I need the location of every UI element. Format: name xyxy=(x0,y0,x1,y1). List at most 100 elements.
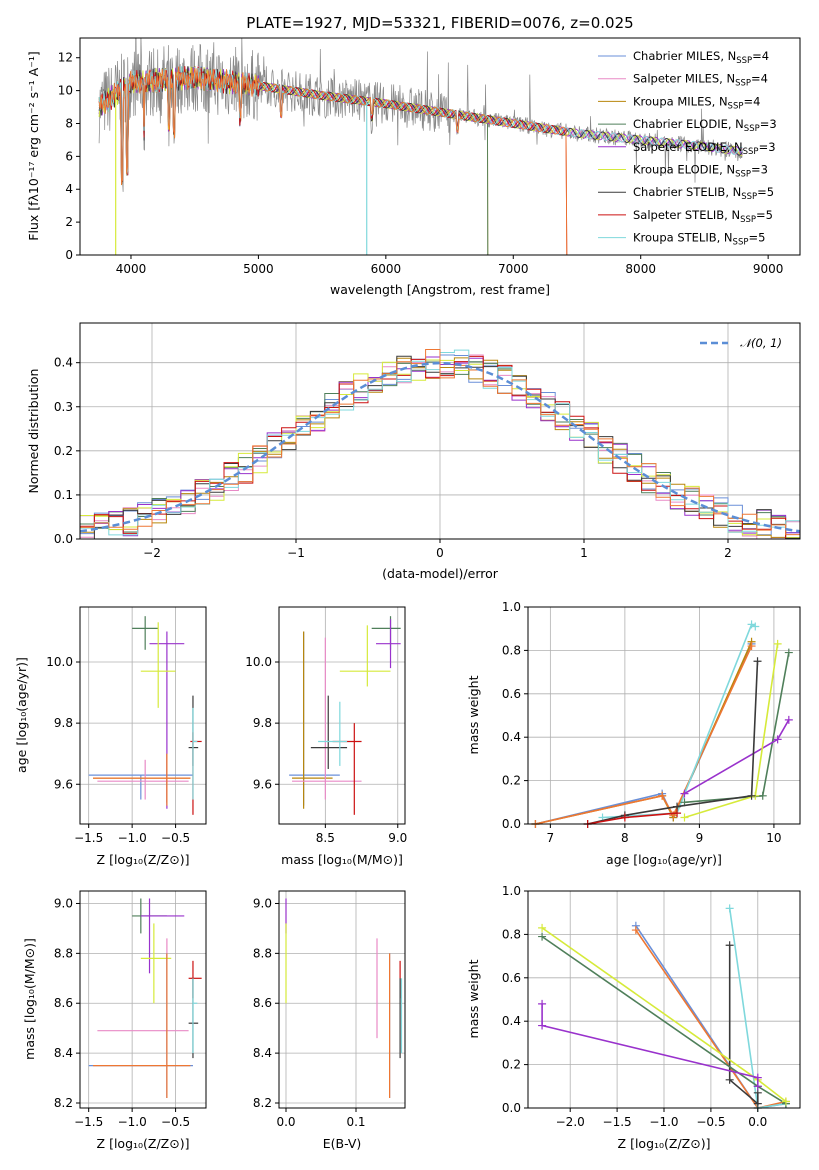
x-tick-label: −1.5 xyxy=(74,1115,103,1129)
x-tick-label: 9 xyxy=(696,831,704,845)
massweight-vs-Z-panel: −2.0 −1.5 −1.0 −0.5 0.0 0.0 0.2 0.4 0.6 0.8 1.0 Z … xyxy=(466,884,801,1151)
residual-histogram-panel: −2 −1 0 1 2 0.0 0.1 0.2 0.3 0.4 (data-model)/erro… xyxy=(26,322,801,581)
mass-weight-marker xyxy=(538,932,547,941)
x-tick-label: −1.0 xyxy=(118,1115,147,1129)
mass-weight-line xyxy=(535,645,753,825)
y-tick-label: 0.0 xyxy=(502,1101,521,1115)
y-tick-label: 10 xyxy=(58,84,73,98)
mass-weight-marker xyxy=(784,648,793,657)
x-tick-label: 0.1 xyxy=(346,1115,365,1129)
x-tick-label: −1.0 xyxy=(118,831,147,845)
mass-weight-marker xyxy=(747,791,756,800)
age-vs-mass-xlabel: mass [log₁₀(M/M⊙)] xyxy=(281,852,403,867)
massweight-vs-age-ylabel: mass weight xyxy=(466,675,481,754)
massweight-vs-Z-xlabel: Z [log₁₀(Z/Z⊙)] xyxy=(618,1136,711,1151)
y-tick-label: 8.4 xyxy=(54,1046,73,1060)
x-tick-label: 7000 xyxy=(498,262,529,276)
x-tick-label: 2 xyxy=(724,546,732,560)
x-tick-label: 7 xyxy=(547,831,555,845)
x-tick-label: −0.5 xyxy=(161,831,190,845)
mass-weight-marker xyxy=(538,1021,547,1030)
panel-grid xyxy=(80,891,206,1108)
legend-entry: Chabrier STELIB, NSSP=5 xyxy=(633,185,774,202)
mass-weight-marker xyxy=(673,809,682,818)
age-vs-Z-frame xyxy=(79,606,207,825)
mass-weight-marker xyxy=(658,791,667,800)
age-vs-Z-panel: −1.5 −1.0 −0.5 9.6 9.8 10.0 Z [log₁₀(Z/Z⊙)] a… xyxy=(14,606,207,867)
x-tick-label: 8000 xyxy=(625,262,656,276)
y-tick-label: 0.8 xyxy=(502,927,521,941)
spectrum-lines xyxy=(98,38,743,255)
legend-entry: Kroupa STELIB, NSSP=5 xyxy=(633,231,765,248)
panel-grid xyxy=(528,606,800,825)
panel-grid xyxy=(279,891,405,1108)
y-tick-label: 0.2 xyxy=(54,444,73,458)
x-tick-label: −1.5 xyxy=(74,831,103,845)
y-tick-label: 9.0 xyxy=(54,896,73,910)
mass-weight-line xyxy=(728,945,759,1106)
gaussian-legend-label: 𝒩(0, 1) xyxy=(740,336,782,350)
y-tick-label: 8 xyxy=(65,116,73,130)
mass-weight-marker xyxy=(725,904,734,913)
mass-weight-line xyxy=(602,623,756,819)
x-tick-label: 0.0 xyxy=(276,1115,295,1129)
mass-weight-marker xyxy=(784,715,793,724)
x-tick-label: 0 xyxy=(436,546,444,560)
x-tick-label: 4000 xyxy=(116,262,147,276)
x-tick-label: −0.5 xyxy=(696,1115,725,1129)
mass-weight-marker xyxy=(747,620,756,629)
age-vs-Z-xlabel: Z [log₁₀(Z/Z⊙)] xyxy=(97,852,190,867)
x-tick-label: 9000 xyxy=(753,262,784,276)
y-tick-label: 8.8 xyxy=(54,946,73,960)
y-tick-label: 0.3 xyxy=(54,400,73,414)
y-tick-label: 0.4 xyxy=(502,1014,521,1028)
mass-vs-ebv-panel: 0.0 0.1 8.2 8.4 8.6 8.8 9.0 E(B-V) xyxy=(253,890,406,1151)
y-tick-label: 10.0 xyxy=(46,655,73,669)
panel-grid xyxy=(80,607,206,824)
mass-weight-marker xyxy=(781,1097,790,1106)
y-tick-label: 0.0 xyxy=(502,817,521,831)
spectrum-ticks: 4000 5000 6000 7000 8000 9000 0 2 4 6 8 10 12 xyxy=(58,51,784,276)
mass-weight-marker xyxy=(753,1073,762,1082)
mass-weight-marker xyxy=(725,1075,734,1084)
y-tick-label: 9.6 xyxy=(253,777,272,791)
massweight-vs-age-frame xyxy=(527,606,801,825)
mass-vs-ebv-frame xyxy=(278,890,406,1109)
panel-grid xyxy=(279,607,405,824)
massweight-vs-age-panel: 7 8 9 10 0.0 0.2 0.4 0.6 0.8 1.0 age [log₁₀(age/y… xyxy=(466,600,801,867)
histogram-xlabel: (data-model)/error xyxy=(382,566,499,581)
x-tick-label: 1 xyxy=(580,546,588,560)
mass-weight-marker xyxy=(751,622,760,631)
panel-grid xyxy=(528,890,800,1109)
x-tick-label: −2.0 xyxy=(556,1115,585,1129)
mass-weight-marker xyxy=(620,813,629,822)
histogram-legend: 𝒩(0, 1) xyxy=(700,336,782,350)
mass-weight-marker xyxy=(753,657,762,666)
mass-vs-Z-xlabel: Z [log₁₀(Z/Z⊙)] xyxy=(97,1136,190,1151)
mass-weight-marker xyxy=(680,789,689,798)
y-tick-label: 0.4 xyxy=(502,730,521,744)
x-tick-label: −1 xyxy=(287,546,305,560)
spectrum-panel: PLATE=1927, MJD=53321, FIBERID=0076, z=0… xyxy=(26,14,801,297)
x-tick-label: −1.5 xyxy=(603,1115,632,1129)
y-tick-label: 10.0 xyxy=(245,655,272,669)
x-tick-label: −1.0 xyxy=(649,1115,678,1129)
y-tick-label: 0 xyxy=(65,248,73,262)
y-tick-label: 4 xyxy=(65,182,73,196)
massweight-vs-age-xlabel: age [log₁₀(age/yr)] xyxy=(606,852,722,867)
y-tick-label: 9.8 xyxy=(54,716,73,730)
x-tick-label: 8 xyxy=(621,831,629,845)
legend-entry: Salpeter ELODIE, NSSP=3 xyxy=(633,140,776,157)
legend-entry: Salpeter MILES, NSSP=4 xyxy=(633,72,768,89)
mass-weight-marker xyxy=(538,999,547,1008)
y-tick-label: 12 xyxy=(58,51,73,65)
y-tick-label: 9.6 xyxy=(54,777,73,791)
y-tick-label: 0.4 xyxy=(54,356,73,370)
histogram-plot-area xyxy=(80,323,800,540)
mass-weight-line xyxy=(535,643,753,825)
y-tick-label: 0.6 xyxy=(502,971,521,985)
histogram-ticks: −2 −1 0 1 2 0.0 0.1 0.2 0.3 0.4 xyxy=(54,356,732,560)
y-tick-label: 0.6 xyxy=(502,687,521,701)
mass-weight-marker xyxy=(680,813,689,822)
y-tick-label: 8.6 xyxy=(253,996,272,1010)
